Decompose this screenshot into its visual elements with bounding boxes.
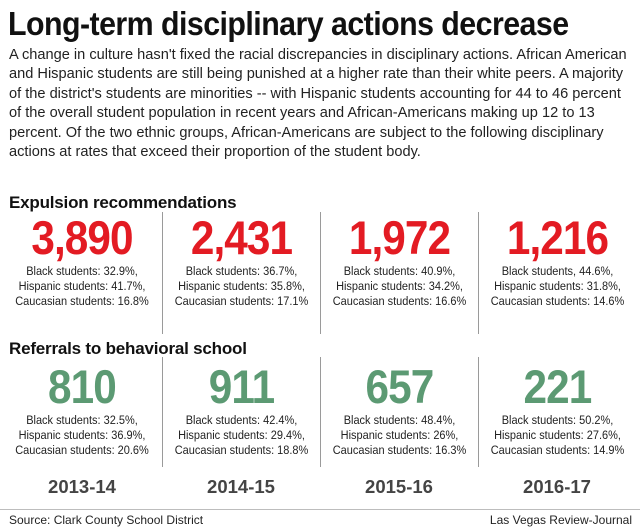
expulsion-caucasian-2015-16: Caucasian students: 16.6% [332,294,467,309]
expulsion-black-2014-15: Black students: 36.7%, [185,264,298,278]
referral-hispanic-2015-16: Hispanic students: 26%, [340,428,459,443]
referral-value-2013-14: 810 [48,360,117,413]
expulsion-hispanic-2014-15: Hispanic students: 35.8%, [178,279,305,294]
referral-hispanic-2013-14: Hispanic students: 36.9%, [18,428,146,443]
expulsion-caucasian-2014-15: Caucasian students: 17.1% [174,294,309,309]
expulsion-section-title: Expulsion recommendations [9,193,237,212]
expulsion-cell-2014-15: 2,431 Black students: 36.7%, Hispanic st… [162,212,320,334]
referral-row: 810 Black students: 32.5%, Hispanic stud… [0,357,640,467]
source-note: Source: Clark County School District [9,513,204,527]
expulsion-cell-2015-16: 1,972 Black students: 40.9%, Hispanic st… [320,212,478,334]
expulsion-caucasian-2013-14: Caucasian students: 16.8% [15,294,149,309]
expulsion-black-2015-16: Black students: 40.9%, [343,264,456,278]
expulsion-hispanic-2013-14: Hispanic students: 41.7%, [18,279,146,294]
referral-caucasian-2016-17: Caucasian students: 14.9% [490,443,625,458]
expulsion-value-2016-17: 1,216 [506,211,609,264]
expulsion-hispanic-2016-17: Hispanic students: 31.8%, [494,279,621,294]
expulsion-black-2016-17: Black students, 44.6%, [501,264,614,278]
referral-black-2016-17: Black students: 50.2%, [501,413,614,427]
year-label-2013-14: 2013-14 [48,476,116,497]
referral-cell-2014-15: 911 Black students: 42.4%, Hispanic stud… [162,357,320,467]
expulsion-caucasian-2016-17: Caucasian students: 14.6% [490,294,625,309]
referral-caucasian-2015-16: Caucasian students: 16.3% [332,443,467,458]
expulsion-cell-2013-14: 3,890 Black students: 32.9%, Hispanic st… [3,212,161,334]
year-labels: 2013-14 2014-15 2015-16 2016-17 [0,475,640,505]
publisher-credit: Las Vegas Review-Journal [489,513,632,527]
referral-black-2015-16: Black students: 48.4%, [343,413,456,427]
chart-title: Long-term disciplinary actions decrease [8,5,569,42]
referral-hispanic-2014-15: Hispanic students: 29.4%, [178,428,305,443]
expulsion-row: 3,890 Black students: 32.9%, Hispanic st… [0,212,640,334]
footer-divider [0,509,640,510]
expulsion-value-2015-16: 1,972 [348,211,451,264]
referral-hispanic-2016-17: Hispanic students: 27.6%, [494,428,621,443]
year-label-2014-15: 2014-15 [207,476,275,497]
referral-caucasian-2013-14: Caucasian students: 20.6% [15,443,149,458]
referral-value-2015-16: 657 [365,360,435,413]
expulsion-cell-2016-17: 1,216 Black students, 44.6%, Hispanic st… [478,212,636,334]
expulsion-value-2013-14: 3,890 [31,211,133,264]
referral-cell-2015-16: 657 Black students: 48.4%, Hispanic stud… [320,357,478,467]
referral-section-title: Referrals to behavioral school [9,339,247,358]
referral-caucasian-2014-15: Caucasian students: 18.8% [174,443,309,458]
year-label-2015-16: 2015-16 [365,476,433,497]
referral-black-2013-14: Black students: 32.5%, [26,413,138,427]
referral-cell-2016-17: 221 Black students: 50.2%, Hispanic stud… [478,357,636,467]
referral-black-2014-15: Black students: 42.4%, [185,413,298,427]
referral-value-2014-15: 911 [208,360,275,413]
referral-cell-2013-14: 810 Black students: 32.5%, Hispanic stud… [3,357,161,467]
expulsion-value-2014-15: 2,431 [190,211,293,264]
year-label-2016-17: 2016-17 [523,476,591,497]
expulsion-hispanic-2015-16: Hispanic students: 34.2%, [336,279,463,294]
expulsion-black-2013-14: Black students: 32.9%, [26,264,138,278]
referral-value-2016-17: 221 [523,360,593,413]
intro-paragraph: A change in culture hasn't fixed the rac… [9,47,627,161]
